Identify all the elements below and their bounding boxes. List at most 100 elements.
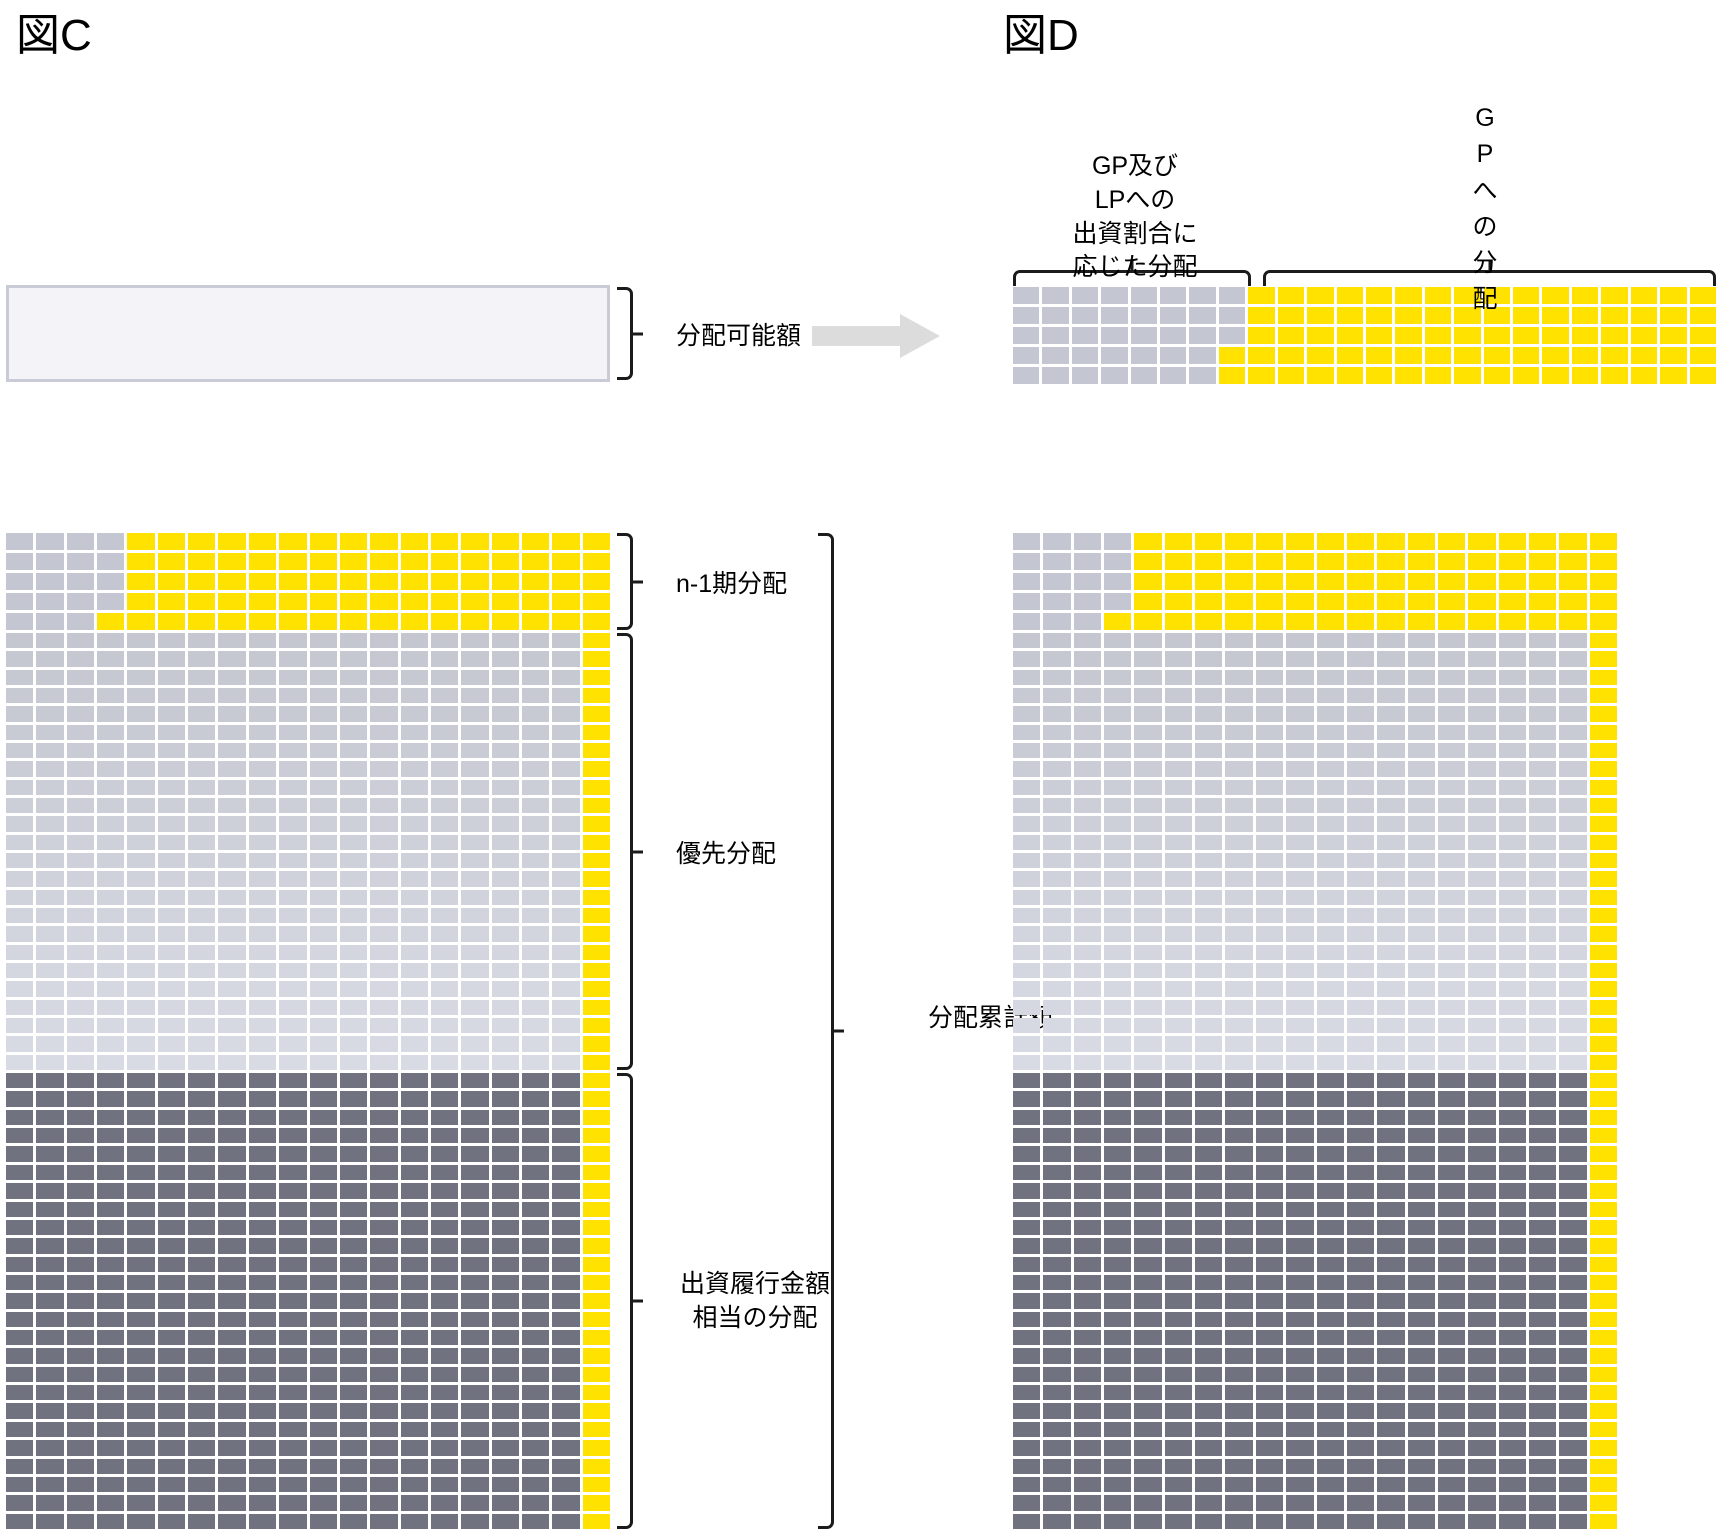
figc-capital-dist-cell — [552, 1458, 580, 1474]
figd-priority-dist-cell — [1377, 889, 1405, 905]
figd-priority-dist-cell — [1528, 944, 1557, 960]
gp-lp-split-cell — [1013, 307, 1040, 324]
figc-priority-dist-cell — [521, 871, 550, 887]
figc-priority-dist-cell — [400, 834, 428, 850]
figc-capital-dist-cell — [36, 1513, 64, 1529]
figc-capital-dist-cell — [66, 1385, 95, 1401]
figd-priority-dist-cell — [1528, 724, 1557, 740]
available-amount-cell — [514, 325, 544, 342]
figc-priority-dist-cell — [66, 706, 95, 722]
figc-capital-dist-cell — [552, 1183, 580, 1199]
figc-prev-period-grid — [6, 533, 610, 630]
figd-priority-dist-cell — [1013, 633, 1041, 649]
figd-capital-dist-cell — [1013, 1146, 1041, 1162]
figd-capital-dist-cell — [1346, 1348, 1375, 1364]
figd-capital-dist-cell — [1073, 1440, 1102, 1456]
figc-priority-dist-cell — [521, 633, 550, 649]
figc-priority-dist-cell — [370, 926, 398, 942]
figc-capital-dist-cell — [430, 1311, 459, 1328]
figc-capital-dist-cell — [491, 1330, 519, 1346]
figd-priority-dist-cell — [1195, 742, 1223, 759]
figd-prev-period-cell — [1559, 593, 1587, 610]
figc-capital-dist-cell — [339, 1146, 368, 1162]
gp-lp-split-cell — [1571, 287, 1599, 304]
figd-capital-dist-cell — [1225, 1476, 1253, 1493]
figd-priority-dist-cell — [1134, 797, 1162, 814]
figd-priority-dist-cell — [1377, 926, 1405, 942]
available-amount-cell — [103, 343, 134, 361]
figd-capital-dist-cell — [1498, 1513, 1526, 1529]
figd-priority-dist-cell — [1164, 724, 1193, 740]
figd-priority-dist-cell — [1589, 889, 1617, 905]
gp-lp-split-cell — [1365, 287, 1393, 304]
figd-priority-dist-cell — [1255, 926, 1284, 942]
figc-priority-dist-cell — [6, 797, 34, 814]
figc-priority-dist-cell — [309, 1017, 337, 1034]
figd-prev-period-cell — [1559, 573, 1587, 590]
figd-priority-dist-cell — [1225, 889, 1253, 905]
figc-capital-dist-cell — [188, 1164, 216, 1181]
figd-priority-dist-cell — [1013, 1036, 1041, 1052]
figd-capital-dist-cell — [1104, 1403, 1132, 1419]
figc-prev-period-cell — [521, 553, 550, 570]
figc-capital-dist-cell — [97, 1458, 125, 1474]
figc-capital-dist-cell — [36, 1219, 64, 1236]
figc-capital-dist-cell — [66, 1146, 95, 1162]
figc-priority-dist-cell — [430, 981, 459, 997]
figd-priority-dist-cell — [1346, 852, 1375, 869]
figc-capital-dist-cell — [430, 1385, 459, 1401]
available-amount-cell — [198, 362, 229, 379]
figc-capital-dist-cell — [339, 1128, 368, 1144]
figc-capital-dist-cell — [279, 1366, 307, 1383]
figd-capital-dist-cell — [1195, 1256, 1223, 1272]
figc-capital-dist-cell — [461, 1256, 489, 1272]
available-amount-cell — [451, 325, 481, 342]
figc-capital-dist-cell — [127, 1330, 155, 1346]
figc-capital-dist-cell — [339, 1311, 368, 1328]
figc-priority-dist-cell — [97, 981, 125, 997]
figd-priority-dist-cell — [1316, 1036, 1344, 1052]
figd-priority-dist-cell — [1104, 834, 1132, 850]
figd-capital-dist-cell — [1468, 1440, 1496, 1456]
gp-lp-split-cell — [1160, 307, 1187, 324]
figd-priority-dist-cell — [1498, 834, 1526, 850]
figd-capital-dist-cell — [1134, 1330, 1162, 1346]
figd-capital-dist-cell — [1407, 1476, 1435, 1493]
figd-capital-dist-cell — [1407, 1348, 1435, 1364]
figc-capital-dist-cell — [188, 1256, 216, 1272]
figd-priority-dist-cell — [1377, 999, 1405, 1015]
figd-prev-period-cell — [1498, 533, 1526, 550]
available-amount-cell — [293, 288, 323, 305]
figc-priority-dist-cell — [521, 669, 550, 685]
figc-capital-dist-cell — [36, 1403, 64, 1419]
figc-capital-dist-cell — [400, 1513, 428, 1529]
available-amount-cell — [419, 288, 450, 305]
figd-priority-dist-cell — [1407, 962, 1435, 979]
figd-priority-dist-cell — [1164, 962, 1193, 979]
available-amount-cell — [545, 306, 576, 324]
figd-priority-dist-cell — [1195, 944, 1223, 960]
figc-capital-dist-cell — [370, 1219, 398, 1236]
figc-priority-dist-cell — [97, 871, 125, 887]
figc-capital-dist-cell — [309, 1348, 337, 1364]
figc-capital-dist-cell — [279, 1403, 307, 1419]
figd-priority-dist-cell — [1195, 724, 1223, 740]
figd-capital-dist-cell — [1255, 1238, 1284, 1254]
gp-lp-split-cell — [1689, 287, 1716, 304]
figc-capital-dist-cell — [188, 1476, 216, 1493]
figd-priority-dist-cell — [1255, 871, 1284, 887]
figd-capital-dist-cell — [1528, 1385, 1557, 1401]
figd-priority-dist-cell — [1316, 724, 1344, 740]
gp-lp-split-cell — [1218, 327, 1246, 344]
figd-priority-dist-cell — [1528, 962, 1557, 979]
figc-priority-dist-cell — [218, 761, 246, 777]
figc-priority-dist-cell — [400, 852, 428, 869]
figd-prev-period-cell — [1316, 593, 1344, 610]
figc-priority-dist-cell — [279, 871, 307, 887]
figd-capital-dist-cell — [1195, 1164, 1223, 1181]
figd-capital-dist-cell — [1498, 1330, 1526, 1346]
figd-capital-dist-cell — [1043, 1183, 1071, 1199]
figd-prev-period-cell — [1255, 593, 1284, 610]
figc-prev-period-cell — [279, 613, 307, 630]
figc-capital-dist-cell — [582, 1495, 610, 1511]
